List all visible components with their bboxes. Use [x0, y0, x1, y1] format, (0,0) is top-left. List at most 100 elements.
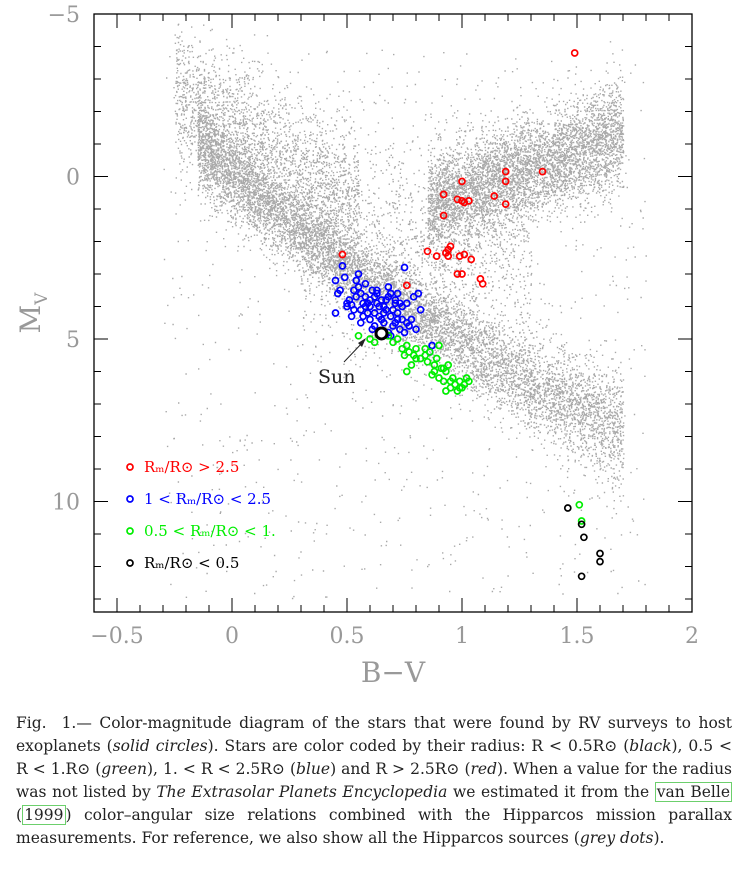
y-tick-label: 0 [66, 166, 80, 191]
x-tick-label: 0.5 [330, 624, 365, 649]
data-point [400, 328, 409, 337]
data-point [352, 276, 361, 285]
data-point [570, 49, 579, 57]
data-point [501, 167, 510, 176]
data-point [439, 364, 448, 373]
data-point [393, 335, 402, 343]
data-point [412, 354, 420, 363]
data-point [439, 377, 448, 386]
x-tick-label: 0 [225, 624, 239, 649]
legend-label: Rₘ/R⊙ < 0.5 [144, 554, 239, 572]
data-point [384, 283, 393, 291]
data-point [428, 341, 436, 350]
data-point [333, 289, 342, 298]
data-point [490, 192, 499, 200]
x-tick-label: −0.5 [90, 624, 143, 649]
data-point [414, 289, 423, 298]
sun-arrow [343, 341, 364, 363]
data-point [386, 289, 395, 298]
citation-link-van-belle[interactable]: van Belle [654, 782, 732, 802]
x-tick-label: 1 [455, 624, 469, 649]
data-point [465, 377, 473, 386]
data-point [370, 338, 379, 347]
figure-caption: Fig. 1.— Color-magnitude diagram of the … [16, 714, 733, 847]
data-point [382, 296, 390, 304]
y-axis-title-main: M [14, 305, 47, 334]
data-point [352, 292, 361, 301]
series-000000 [563, 504, 604, 581]
data-point [501, 200, 510, 208]
data-point [501, 177, 510, 186]
data-point [458, 270, 466, 278]
data-point [465, 197, 473, 205]
data-point [439, 211, 448, 220]
data-point [340, 273, 349, 282]
series-00ee00 [354, 331, 586, 525]
data-point [407, 361, 416, 369]
data-point [347, 312, 356, 321]
legend-marker [126, 495, 134, 503]
data-point [354, 331, 363, 340]
legend-label: Rₘ/R⊙ > 2.5 [144, 458, 239, 476]
data-point [453, 195, 462, 204]
data-point [373, 299, 381, 308]
data-point [354, 270, 363, 278]
legend-marker [126, 527, 134, 535]
data-point [577, 520, 586, 529]
data-point [423, 357, 432, 366]
x-tick-label: 2 [685, 624, 699, 649]
data-point [370, 292, 379, 301]
data-point [596, 557, 604, 566]
data-point [386, 312, 395, 321]
data-point [400, 263, 409, 272]
data-point [575, 500, 584, 509]
data-point [421, 344, 430, 353]
data-point [393, 315, 402, 324]
data-point [580, 533, 588, 542]
data-point [455, 383, 464, 392]
sun-arrow-head [358, 338, 366, 347]
data-point [377, 315, 386, 324]
data-point [423, 247, 432, 256]
legend-label: 1 < Rₘ/R⊙ < 2.5 [144, 490, 271, 508]
data-point [338, 262, 347, 270]
legend: Rₘ/R⊙ > 2.5 1 < Rₘ/R⊙ < 2.5 0.5 < Rₘ/R⊙ < … [126, 458, 276, 572]
data-point [458, 177, 466, 186]
data-point [391, 299, 400, 308]
color-magnitude-diagram: −0.5 0 0.5 1 1.5 2 −5 0 5 10 B−V MV Sun Rₘ/R⊙ > 2… [14, 3, 699, 689]
legend-label: 0.5 < Rₘ/R⊙ < 1. [144, 522, 276, 540]
caption-fig-label: Fig. 1.— [16, 714, 92, 732]
legend-marker [126, 559, 134, 567]
data-point [460, 250, 469, 259]
data-point [343, 299, 351, 308]
data-point [402, 318, 411, 327]
data-point [446, 377, 455, 386]
series-ff0000 [338, 49, 579, 290]
data-point [455, 252, 464, 260]
data-point [338, 250, 347, 259]
data-point [343, 302, 351, 311]
data-point [363, 309, 372, 317]
data-point [478, 279, 487, 288]
data-point [432, 252, 441, 260]
data-point [389, 305, 397, 314]
legend-marker [126, 463, 134, 471]
y-tick-label: 10 [52, 491, 80, 516]
axis-ticks [94, 13, 693, 612]
data-point [366, 302, 374, 311]
data-point [379, 309, 388, 317]
sun-marker [374, 326, 389, 341]
data-point [453, 270, 462, 278]
data-point [402, 281, 411, 290]
data-point [467, 255, 476, 264]
data-point [416, 305, 425, 314]
citation-link-1999[interactable]: 1999 [22, 805, 66, 825]
data-point [402, 341, 411, 350]
axis-tick-labels: −0.5 0 0.5 1 1.5 2 −5 0 5 10 [48, 3, 699, 649]
data-point [331, 276, 340, 285]
svg-text:MV: MV [14, 292, 52, 334]
data-point [359, 299, 367, 308]
y-axis-title-subscript: V [32, 292, 52, 306]
data-point [430, 367, 439, 376]
sun-annotation: Sun [318, 338, 366, 388]
